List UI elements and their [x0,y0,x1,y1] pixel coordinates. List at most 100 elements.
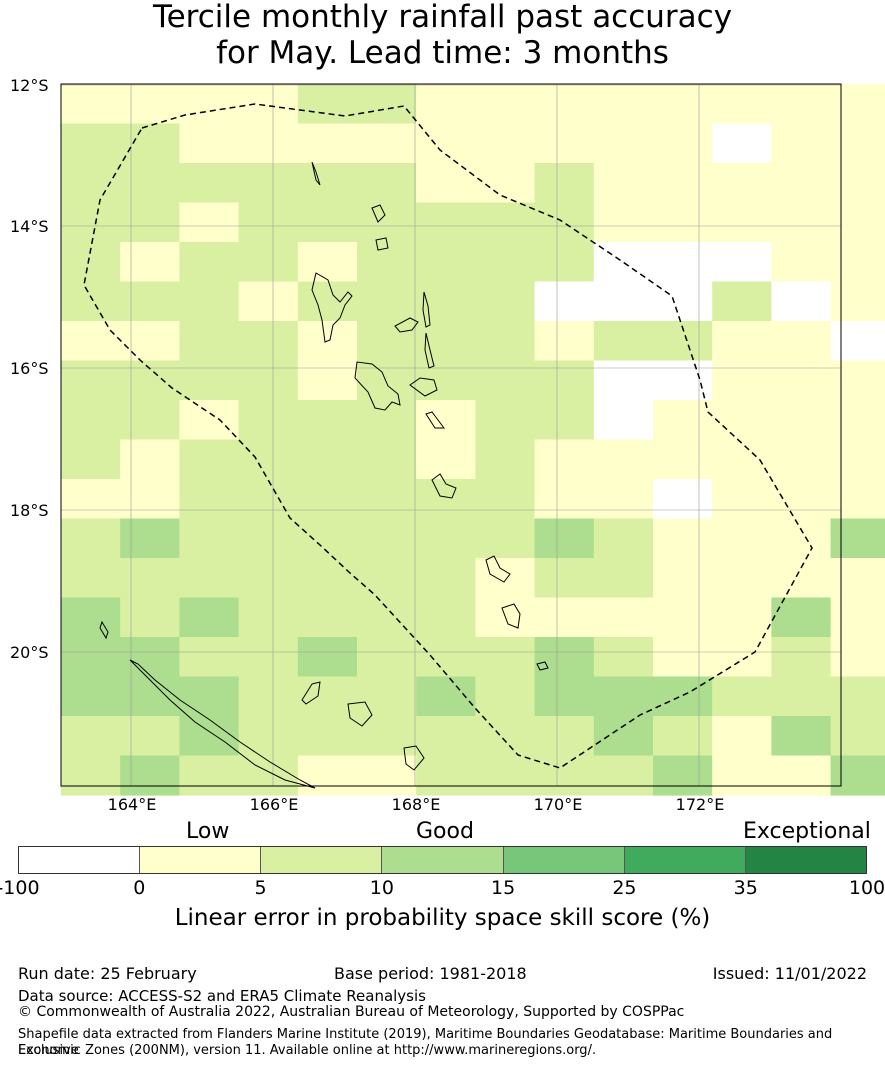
island-maewo [422,291,431,328]
skill-grid-cell [534,360,595,401]
skill-grid-cell [120,479,180,520]
island-espiritu-santo [311,272,353,343]
skill-grid-cell [712,479,772,520]
skill-grid-cell [297,755,358,796]
lat-label-20s: 20°S [10,643,49,662]
colorbar-tick-label: 15 [491,877,516,899]
island-aneityum [536,661,549,671]
skill-grid-cell [593,558,654,599]
skill-grid-cell [593,321,654,362]
skill-grid-cell [593,400,654,441]
base-period: Base period: 1981-2018 [334,964,527,983]
skill-grid-cell [179,123,240,164]
island-ouvea [301,681,321,705]
lat-label-12s: 12°S [10,76,49,95]
skill-grid-cell [712,439,772,480]
skill-grid-cell [120,755,180,796]
skill-grid-cell [534,123,595,164]
skill-grid-cell [416,676,476,717]
skill-grid-cell [238,281,299,322]
skill-grid-cell [534,400,595,441]
skill-grid-cell [712,637,772,678]
lat-label-14s: 14°S [10,217,49,236]
skill-grid-cell [357,558,417,599]
skill-grid-cell [61,163,121,204]
skill-grid-cell [357,597,417,638]
skill-grid-cell [534,755,595,796]
skill-grid-cell [120,439,180,480]
skill-grid-cell [297,400,358,441]
skill-grid-cell [653,755,713,796]
skill-grid-cell [653,242,713,283]
legend-category-good: Good [416,819,474,844]
shapefile-credit-line1: Shapefile data extracted from Flanders M… [18,1027,833,1058]
skill-grid-cell [297,123,358,164]
skill-grid-cell [238,202,299,243]
skill-grid-cell [830,637,885,678]
skill-grid-cell [120,242,180,283]
lon-label-170e: 170°E [533,795,583,814]
skill-grid-cell [475,400,536,441]
skill-grid-cell [830,400,885,441]
skill-grid-cell [297,716,358,757]
lon-label-168e: 168°E [391,795,441,814]
skill-grid-cell [534,163,595,204]
skill-grid-cell [712,558,772,599]
skill-grid-cell [830,202,885,243]
skill-grid-cell [830,281,885,322]
skill-grid-cell [593,439,654,480]
run-date: Run date: 25 February [18,964,197,983]
skill-grid-cell [357,123,417,164]
island-mare [403,745,425,771]
skill-grid-cell [61,637,121,678]
island-ambrym [409,377,438,397]
skill-grid-cell [830,676,885,717]
skill-grid-cell [120,84,180,125]
skill-grid-cell [61,479,121,520]
island-ambae [394,317,419,333]
skill-grid-cell [653,123,713,164]
skill-grid-cell [297,281,358,322]
skill-grid-cell [61,360,121,401]
island-tanna [501,603,521,629]
skill-grid-cell [771,755,832,796]
skill-grid-cell [653,202,713,243]
skill-grid-cell [593,716,654,757]
skill-grid-cell [475,281,536,322]
colorbar-tick-label: 0 [133,877,146,899]
skill-grid-cell [120,360,180,401]
skill-grid-cell [712,202,772,243]
skill-grid-cell [593,281,654,322]
skill-grid-cell [120,321,180,362]
shapefile-credit-line2: Economic Zones (200NM), version 11. Avai… [18,1043,597,1058]
skill-grid-cell [297,558,358,599]
island-erromango [485,555,511,583]
skill-grid-cell [475,439,536,480]
skill-grid-cell [830,439,885,480]
skill-grid-cell [416,242,476,283]
skill-grid-cell [179,360,240,401]
skill-grid-cell [416,637,476,678]
copyright: © Commonwealth of Australia 2022, Austra… [18,1004,685,1020]
skill-grid-cell [534,597,595,638]
island-outlines [99,161,549,789]
skill-grid-cell [475,676,536,717]
colorbar-segment-2 [261,847,383,873]
island-pentecost [424,332,435,369]
skill-grid-cell [653,676,713,717]
island-lifou [347,701,373,727]
skill-grid-cell [61,558,121,599]
skill-grid-cell [771,321,832,362]
skill-grid-cell [120,597,180,638]
skill-grid-cell [179,755,240,796]
island-gaua [375,237,389,251]
skill-grid-cell [120,202,180,243]
lat-label-16s: 16°S [10,359,49,378]
skill-grid-cell [534,518,595,559]
skill-grid-cell [238,84,299,125]
skill-grid-cell [475,360,536,401]
skill-grid-cell [593,676,654,717]
skill-grid-cell [416,202,476,243]
island-new-caledonia [129,659,316,789]
island-vanua-lava [371,204,386,223]
